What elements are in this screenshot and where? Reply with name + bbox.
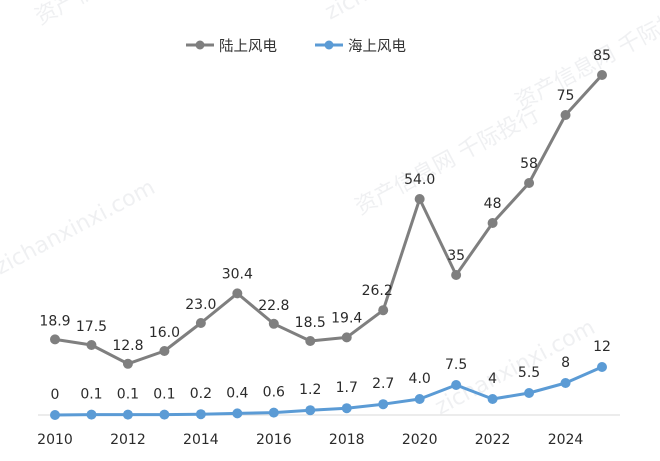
- data-point: [86, 409, 97, 420]
- data-point: [50, 410, 60, 420]
- series-onshore: 18.9 17.5 12.8 16.0 23.0 30.4 22.8 18.5 19.426.2…: [39, 48, 611, 369]
- data-label: 2.7: [372, 376, 394, 392]
- x-tick-label: 2016: [256, 432, 292, 448]
- data-point: [305, 336, 316, 346]
- data-point: [159, 346, 170, 356]
- data-point: [341, 403, 352, 414]
- data-point: [195, 409, 206, 420]
- data-point: [268, 318, 279, 329]
- data-label: 58: [520, 156, 538, 172]
- data-label: 0.1: [117, 387, 139, 403]
- watermark-text: 资产信息网 千际投行: [511, 0, 660, 115]
- x-tick-label: 2020: [402, 432, 438, 448]
- data-point: [50, 334, 60, 345]
- x-tick-label: 2022: [475, 432, 511, 448]
- data-point: [560, 378, 571, 388]
- x-axis-ticks: 2010 2012 2014 2016 2018 2020 2022 2024: [37, 432, 583, 448]
- data-label: 22.8: [258, 298, 289, 314]
- data-label: 48: [484, 196, 502, 212]
- data-point: [268, 407, 279, 418]
- data-point: [86, 340, 97, 350]
- series-line: [54, 365, 603, 417]
- data-point: [560, 110, 571, 120]
- data-point: [487, 218, 498, 228]
- watermark-text: 资产信息网 千际投行: [31, 0, 224, 30]
- data-label: 4: [488, 371, 497, 387]
- data-point: [524, 388, 535, 398]
- series-line: [54, 73, 604, 366]
- x-tick-label: 2018: [329, 432, 365, 448]
- data-point: [122, 358, 133, 369]
- data-label: 54.0: [404, 172, 435, 188]
- watermark-text: zichanxinxi.com: [0, 175, 159, 280]
- x-tick-label: 2024: [548, 432, 584, 448]
- x-tick-label: 2010: [37, 432, 73, 448]
- data-label: 75: [557, 88, 575, 104]
- data-label: 8: [561, 355, 570, 371]
- data-label: 16.0: [149, 325, 180, 341]
- data-point: [451, 270, 462, 280]
- legend-label: 陆上风电: [219, 38, 277, 55]
- data-point: [195, 318, 206, 328]
- data-label: 18.9: [39, 313, 70, 329]
- data-label: 0.4: [226, 385, 248, 401]
- legend-entry: 陆上风电: [186, 38, 277, 55]
- data-label: 19.4: [331, 310, 362, 326]
- legend-entry: 海上风电: [315, 38, 406, 55]
- data-point: [378, 305, 389, 316]
- data-label: 0.2: [190, 386, 212, 402]
- x-tick-label: 2012: [110, 432, 146, 448]
- legend-marker: [195, 40, 205, 50]
- data-point: [232, 408, 243, 419]
- series-layer: 18.9 17.5 12.8 16.0 23.0 30.4 22.8 18.5 19.426.2…: [39, 48, 611, 420]
- data-point: [122, 409, 133, 420]
- legend: 陆上风电 海上风电: [186, 38, 406, 55]
- data-point: [414, 394, 425, 404]
- data-point: [524, 178, 535, 188]
- watermark-text: 资产信息网 千际投行: [351, 102, 544, 220]
- data-label: 12.8: [112, 338, 143, 354]
- data-point: [597, 362, 607, 372]
- data-label: 85: [593, 48, 611, 64]
- data-label: 35: [447, 248, 465, 264]
- x-tick-label: 2014: [183, 432, 219, 448]
- data-label: 7.5: [445, 357, 467, 373]
- data-point: [341, 332, 352, 343]
- watermark-text: zichanxinxi.com: [321, 0, 489, 25]
- data-label: 0.1: [80, 387, 102, 403]
- data-label: 30.4: [222, 266, 253, 282]
- data-label: 12: [593, 339, 611, 355]
- data-point: [487, 394, 498, 404]
- data-label: 0.1: [153, 387, 175, 403]
- legend-marker: [324, 40, 334, 50]
- data-point: [597, 70, 607, 80]
- data-label: 4.0: [409, 371, 431, 387]
- data-label: 23.0: [185, 297, 216, 313]
- data-label: 5.5: [518, 365, 540, 381]
- data-point: [378, 399, 389, 410]
- data-point: [232, 288, 243, 299]
- data-label: 18.5: [295, 315, 326, 331]
- data-label: 1.2: [299, 382, 321, 398]
- data-point: [305, 405, 316, 416]
- data-label: 17.5: [76, 319, 107, 335]
- data-label: 0: [51, 387, 60, 403]
- data-label: 26.2: [362, 283, 393, 299]
- series-offshore: 0 0.1 0.1 0.1 0.2 0.4 0.6 1.2 1.7 2.7 4.0 7.5 4 5.5 8 1…: [50, 339, 611, 420]
- legend-label: 海上风电: [348, 38, 406, 55]
- data-point: [451, 380, 462, 390]
- data-point: [159, 409, 170, 420]
- data-point: [414, 194, 425, 204]
- data-label: 0.6: [263, 385, 285, 401]
- data-label: 1.7: [336, 380, 358, 396]
